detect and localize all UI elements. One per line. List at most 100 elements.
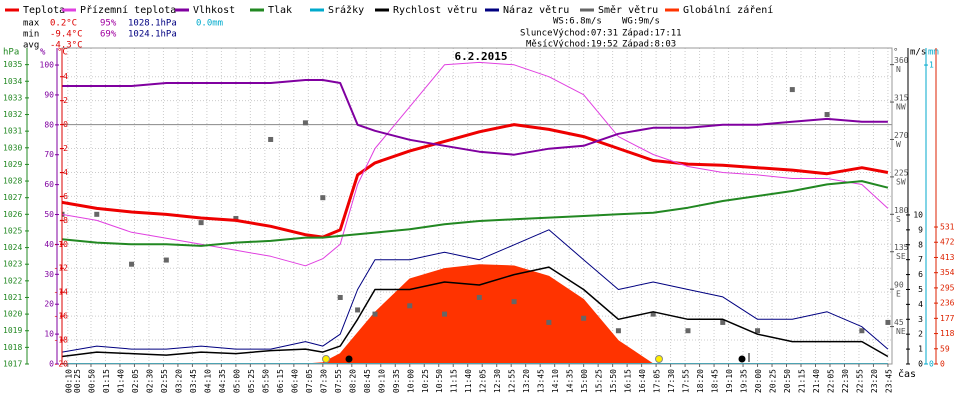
direction-point xyxy=(685,328,691,334)
x-tick-label: 15:25 xyxy=(595,369,604,393)
direction-point xyxy=(442,311,448,317)
y-tick-label: 0 xyxy=(918,360,923,369)
axis-unit: mm xyxy=(928,48,939,58)
y-tick-label: 4 xyxy=(63,72,68,81)
legend-label: Tlak xyxy=(268,5,292,16)
y-tick-label: 1026 xyxy=(3,210,22,219)
y-tick-label: 3 xyxy=(918,315,923,324)
x-tick-label: 05:00 xyxy=(232,369,241,393)
y-tick-label: 100 xyxy=(40,61,55,70)
stat-value: -9.4°C xyxy=(50,30,83,40)
series-line xyxy=(62,123,889,239)
x-tick-label: 22:05 xyxy=(826,369,835,393)
x-tick-label: 11:15 xyxy=(450,369,459,393)
direction-point xyxy=(615,328,621,334)
direction-point xyxy=(720,319,726,325)
y-tick-label: 90 xyxy=(894,281,904,290)
info-text: Západ:8:03 xyxy=(622,40,676,50)
x-tick-label: 00:25 xyxy=(73,369,82,393)
y-tick-label: 60 xyxy=(44,180,54,189)
compass-label: E xyxy=(896,290,901,299)
y-tick-label: 1025 xyxy=(3,226,22,235)
y-tick-label: 295 xyxy=(940,283,955,292)
y-tick-label: 1031 xyxy=(3,127,22,136)
direction-point xyxy=(337,294,343,300)
x-tick-label: 00:50 xyxy=(87,369,96,393)
y-tick-label: 1034 xyxy=(3,77,22,86)
x-tick-label: 15:00 xyxy=(580,369,589,393)
stat-label: avg xyxy=(23,41,39,51)
y-tick-label: -16 xyxy=(54,312,69,321)
y-tick-label: 0 xyxy=(940,360,945,369)
compass-label: SE xyxy=(896,252,906,261)
stat-value: 0.2°C xyxy=(50,19,77,29)
y-tick-label: 1019 xyxy=(3,326,22,335)
x-tick-label: 03:20 xyxy=(174,369,183,393)
y-tick-label: 2 xyxy=(918,330,923,339)
direction-point xyxy=(824,112,830,118)
y-tick-label: 1035 xyxy=(3,60,22,69)
direction-point xyxy=(198,220,204,226)
info-text: Měsíc xyxy=(526,40,553,50)
x-tick-label: 06:15 xyxy=(276,369,285,393)
direction-point xyxy=(650,311,656,317)
direction-point xyxy=(268,136,274,142)
y-tick-label: 1017 xyxy=(3,360,22,369)
y-tick-label: -10 xyxy=(54,240,69,249)
x-tick-label: 16:15 xyxy=(624,369,633,393)
y-tick-label: 30 xyxy=(44,270,54,279)
y-tick-label: 1024 xyxy=(3,243,22,252)
stat-value: 1028.1hPa xyxy=(128,19,177,29)
y-tick-label: 6 xyxy=(918,270,923,279)
y-tick-label: 1023 xyxy=(3,260,22,269)
direction-point xyxy=(885,319,891,325)
y-tick-label: 0 xyxy=(63,120,68,129)
y-tick-label: 177 xyxy=(940,314,955,323)
direction-point xyxy=(789,87,795,93)
y-tick-label: 472 xyxy=(940,238,955,247)
y-tick-label: -14 xyxy=(54,288,69,297)
direction-point xyxy=(755,328,761,334)
direction-point xyxy=(320,195,326,201)
x-tick-label: 10:25 xyxy=(421,369,430,393)
x-tick-label: 12:05 xyxy=(479,369,488,393)
y-tick-label: 1 xyxy=(918,345,923,354)
compass-label: NW xyxy=(896,103,906,112)
x-tick-label: 12:30 xyxy=(493,369,502,393)
axis-unit: ° xyxy=(893,48,898,58)
x-tick-label: 01:15 xyxy=(102,369,111,393)
y-tick-label: 225 xyxy=(894,168,909,177)
y-tick-label: 90 xyxy=(44,90,54,99)
compass-label: N xyxy=(896,65,901,74)
direction-point xyxy=(302,120,308,126)
x-tick-label: 18:45 xyxy=(711,369,720,393)
legend-label: Směr větru xyxy=(598,4,658,16)
y-tick-label: 118 xyxy=(940,329,955,338)
x-tick-label: 14:35 xyxy=(566,369,575,393)
legend-label: Teplota xyxy=(23,5,65,16)
x-tick-label: 10:00 xyxy=(406,369,415,393)
stat-value: 0.0mm xyxy=(196,19,223,29)
x-tick-label: 09:10 xyxy=(377,369,386,393)
direction-point xyxy=(94,211,100,217)
direction-point xyxy=(129,261,135,267)
compass-label: SW xyxy=(896,177,906,186)
x-tick-label: 02:30 xyxy=(145,369,154,393)
compass-label: W xyxy=(896,140,901,149)
y-tick-label: 5 xyxy=(918,285,923,294)
axis-unit: °C xyxy=(57,48,68,58)
stat-value: 1024.1hPa xyxy=(128,30,177,40)
y-tick-label: 9 xyxy=(918,225,923,234)
stat-value: 95% xyxy=(100,19,117,29)
y-tick-label: 1033 xyxy=(3,93,22,102)
y-tick-label: 1020 xyxy=(3,310,22,319)
stat-label: max xyxy=(23,19,40,29)
x-tick-label: 13:20 xyxy=(522,369,531,393)
x-tick-label: 02:05 xyxy=(131,369,140,393)
info-text: WS:6.8m/s xyxy=(553,17,602,27)
y-tick-label: 1 xyxy=(929,61,934,70)
x-tick-label: 16:40 xyxy=(638,369,647,393)
legend-label: Rychlost větru xyxy=(393,4,477,16)
info-text: Východ:19:52 xyxy=(553,40,618,50)
